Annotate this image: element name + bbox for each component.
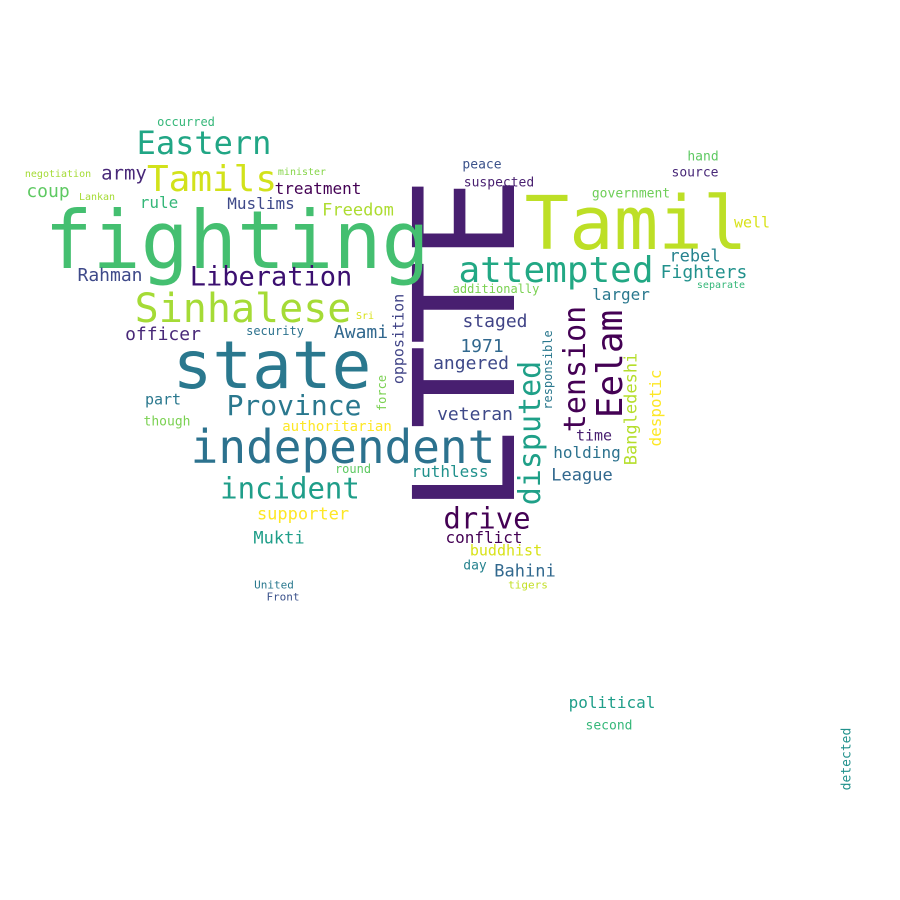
word-fighting: fighting — [44, 194, 430, 287]
word-united: United — [254, 578, 294, 592]
word-coup: coup — [26, 181, 70, 202]
word-veteran: veteran — [437, 404, 513, 425]
word-freedom: Freedom — [322, 200, 394, 221]
word-army: army — [101, 162, 147, 185]
word-larger: larger — [592, 285, 650, 304]
word-ruthless: ruthless — [411, 462, 489, 481]
word-attempted: attempted — [458, 250, 654, 291]
word-front: Front — [266, 590, 300, 604]
word-eastern: Eastern — [136, 124, 272, 162]
word-incident: incident — [220, 471, 360, 506]
word-occurred: occurred — [157, 115, 215, 129]
word-opposition: opposition — [389, 293, 408, 385]
word-staged: staged — [462, 311, 528, 332]
word-tamil: Tamil — [524, 181, 748, 267]
word-security: security — [246, 324, 304, 338]
word-buddhist: buddhist — [469, 541, 543, 560]
word-hand: hand — [687, 149, 719, 165]
word-round: round — [334, 462, 372, 476]
word-fighters: Fighters — [660, 262, 748, 283]
word-supporter: supporter — [256, 504, 350, 525]
word-state: state — [172, 327, 372, 404]
word-government: government — [591, 186, 671, 202]
word-tension: tension — [558, 305, 593, 433]
word-independent: independent — [190, 420, 496, 474]
word-responsible: responsible — [541, 330, 555, 410]
word-angered: angered — [433, 353, 509, 374]
word-sinhalese: Sinhalese — [134, 286, 352, 332]
word-time: time — [575, 426, 613, 445]
word-officer: officer — [125, 324, 201, 345]
word-minister: minister — [277, 167, 327, 178]
word-bangledeshi: Bangledeshi — [621, 352, 642, 466]
word-1971: 1971 — [460, 336, 504, 357]
word-conflict: conflict — [445, 528, 523, 547]
word-tigers: tigers — [508, 578, 548, 592]
word-part: part — [144, 390, 182, 409]
word-drive: drive — [443, 501, 531, 536]
word-force: force — [375, 374, 389, 412]
word-awami: Awami — [333, 322, 389, 343]
word-lankan: Lankan — [78, 192, 116, 203]
word-sri: Sri — [355, 311, 375, 322]
word-additionally: additionally — [452, 282, 540, 296]
word-treatment: treatment — [274, 179, 362, 198]
word-rebel: rebel — [669, 246, 721, 267]
word-well: well — [733, 213, 771, 232]
word-rule: rule — [139, 193, 179, 212]
word-authoritarian: authoritarian — [282, 419, 392, 435]
word-suspected: suspected — [463, 175, 535, 191]
word-detected: detected — [839, 727, 855, 791]
word-rahman: Rahman — [77, 265, 143, 286]
word-political: political — [568, 693, 656, 712]
word-despotic: despotic — [646, 369, 665, 447]
word-separate: separate — [696, 280, 746, 291]
word-tamils: Tamils — [146, 159, 278, 200]
word-second: second — [585, 718, 633, 734]
word-province: Province — [226, 389, 362, 422]
word-day: day — [463, 558, 487, 574]
word-though: though — [143, 414, 191, 430]
word-bahini: Bahini — [494, 561, 556, 582]
word-league: League — [551, 465, 613, 486]
word-holding: holding — [553, 443, 621, 462]
word-liberation: Liberation — [189, 261, 353, 293]
word-peace: peace — [462, 157, 502, 173]
word-negotiation: negotiation — [24, 169, 92, 180]
word-mukti: Mukti — [253, 528, 305, 549]
word-muslims: Muslims — [227, 194, 295, 213]
word-source: source — [671, 165, 719, 181]
